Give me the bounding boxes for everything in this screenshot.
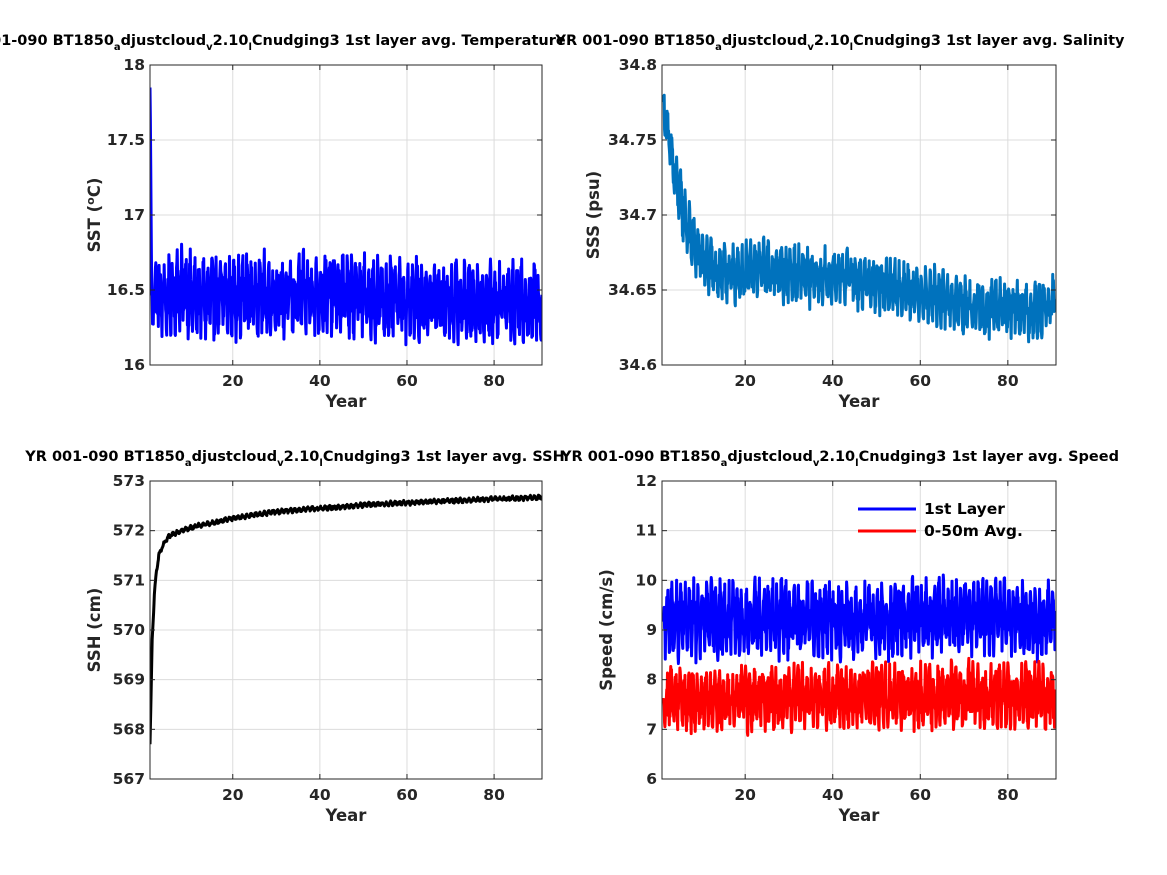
y-tick-label: 570 [113,621,146,639]
y-axis-label: SSS (psu) [584,171,603,259]
y-tick-label: 9 [646,621,657,639]
chart-title: YR 001-090 BT1850adjustcloudv2.10lCnudgi… [555,33,1126,53]
x-tick-label: 80 [997,372,1019,390]
y-tick-label: 8 [646,671,657,689]
y-tick-label: 568 [113,720,145,738]
x-tick-label: 40 [309,786,331,804]
x-tick-label: 80 [483,786,505,804]
y-tick-label: 16 [123,356,145,374]
y-tick-label: 573 [113,472,145,490]
x-tick-label: 60 [396,372,418,390]
y-tick-label: 572 [113,522,145,540]
series-line-1 [662,93,1056,344]
x-tick-label: 20 [734,786,756,804]
y-tick-label: 18 [123,56,145,74]
y-tick-label: 34.65 [608,281,657,299]
y-tick-label: 569 [113,671,145,689]
y-tick-label: 7 [646,720,657,738]
legend-label: 1st Layer [924,500,1005,518]
y-tick-label: 567 [113,770,145,788]
x-axis-label: Year [325,392,368,411]
y-axis-label: SSH (cm) [85,588,104,673]
y-tick-label: 571 [113,571,145,589]
y-axis-label: SST (oC) [84,178,104,253]
x-tick-label: 40 [822,786,844,804]
x-axis-label: Year [838,392,881,411]
y-tick-label: 17.5 [107,131,145,149]
y-axis-label: Speed (cm/s) [597,569,616,691]
x-tick-label: 60 [396,786,418,804]
x-tick-label: 20 [734,372,756,390]
x-tick-label: 40 [822,372,844,390]
chart-panel-3: 20 40 60 80 567 568 569 570 571 572 573 Year SSH (cm… [24,449,565,825]
x-tick-label: 20 [222,786,244,804]
x-tick-label: 80 [483,372,505,390]
chart-title: YR 001-090 BT1850adjustcloudv2.10lCnudgi… [0,33,566,53]
chart-panel-4: 20 40 60 80 6 7 8 9 10 11 12 Year Speed (cm/s) YR 001… [560,449,1119,825]
x-axis-label: Year [838,806,881,825]
y-tick-label: 6 [646,770,657,788]
x-tick-label: 60 [909,786,931,804]
series-line-1st-layer [662,573,1056,665]
y-tick-label: 34.7 [619,206,657,224]
y-tick-label: 11 [635,522,657,540]
y-tick-label: 16.5 [107,281,145,299]
y-tick-label: 12 [635,472,657,490]
y-tick-label: 34.6 [619,356,657,374]
chart-panel-2: 20 40 60 80 34.6 34.65 34.7 34.75 34.8 Year SSS (p… [555,33,1126,411]
x-tick-label: 60 [909,372,931,390]
series-line-0-50m-avg- [662,656,1056,737]
x-tick-label: 20 [222,372,244,390]
chart-panel-1: 20 40 60 80 16 16.5 17 17.5 18 Year SST (oC) YR 001… [0,33,566,411]
x-tick-label: 40 [309,372,331,390]
y-tick-label: 34.8 [619,56,657,74]
y-tick-label: 17 [123,206,145,224]
chart-title: YR 001-090 BT1850adjustcloudv2.10lCnudgi… [24,449,565,469]
chart-title: YR 001-090 BT1850adjustcloudv2.10lCnudgi… [560,449,1119,469]
x-axis-label: Year [325,806,368,825]
y-tick-label: 34.75 [608,131,657,149]
x-tick-label: 80 [997,786,1019,804]
legend-label: 0-50m Avg. [924,522,1023,540]
series-line-1 [150,87,542,347]
y-tick-label: 10 [635,571,657,589]
series-line-1 [150,493,542,745]
